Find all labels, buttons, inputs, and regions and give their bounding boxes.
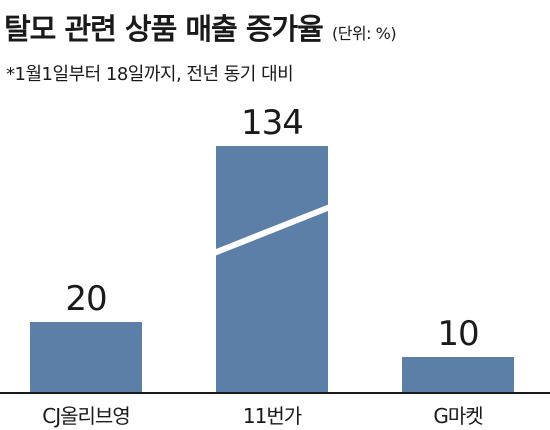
data-label-1: 134	[241, 103, 303, 143]
axis-break-mark	[212, 204, 332, 256]
bar-2	[402, 357, 514, 392]
data-label-0: 20	[65, 279, 106, 319]
bar-1	[216, 146, 328, 392]
category-label-0: CJ올리브영	[42, 404, 129, 428]
title-row: 탈모 관련 상품 매출 증가율 (단위: %)	[4, 6, 397, 48]
chart-title: 탈모 관련 상품 매출 증가율	[4, 12, 324, 46]
category-label-1: 11번가	[243, 404, 302, 428]
data-label-2: 10	[437, 314, 478, 354]
category-label-2: G마켓	[433, 404, 483, 428]
chart-subtitle: *1월1일부터 18일까지, 전년 동기 대비	[6, 64, 294, 85]
unit-label: (단위: %)	[331, 24, 397, 43]
bar-0	[30, 322, 142, 392]
